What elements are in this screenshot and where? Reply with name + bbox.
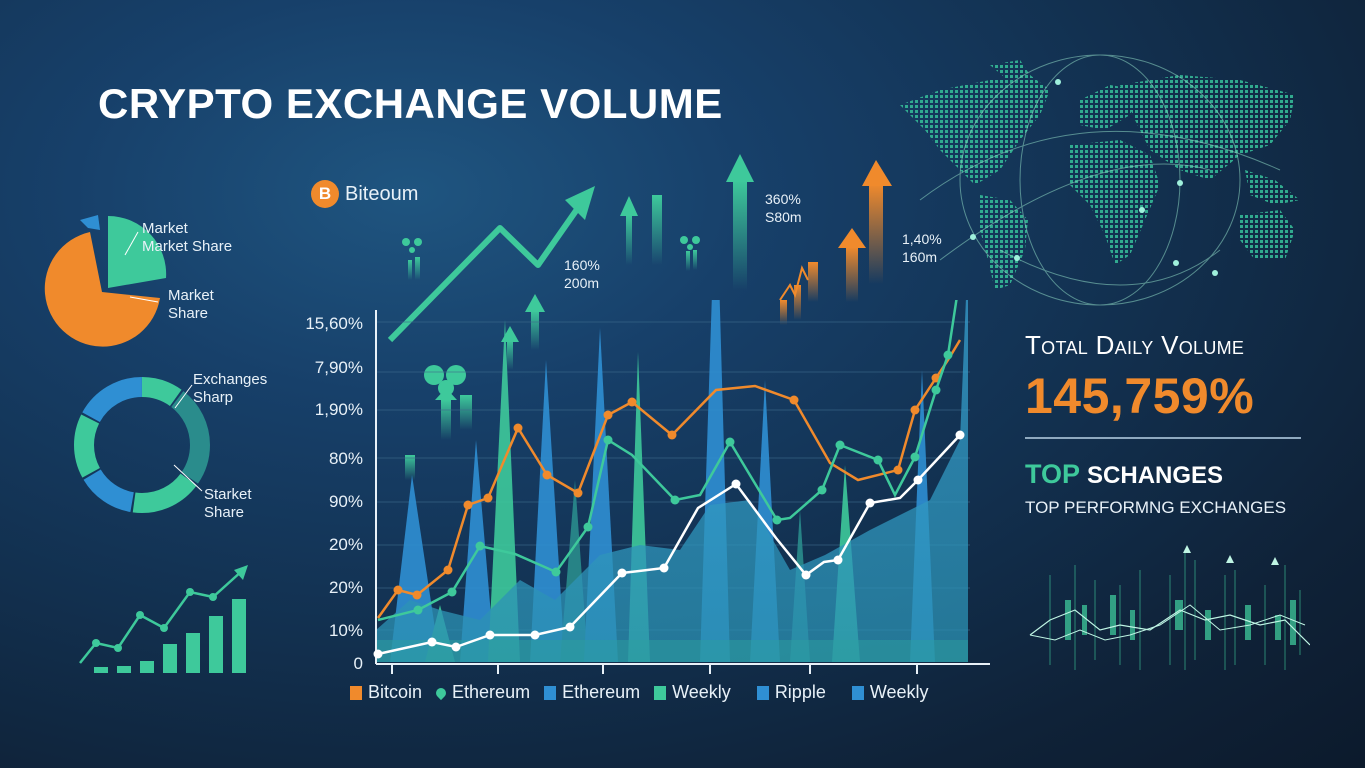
donut-label-1-line1: Exchanges (193, 371, 268, 388)
legend-swatch-icon (350, 685, 362, 700)
y-tick-0: 0 (353, 654, 363, 673)
page-title: CRYPTO EXCHANGE VOLUME (98, 80, 723, 127)
legend-label: Ethereum (452, 682, 531, 702)
y-tick-6: 1,90% (314, 400, 363, 419)
stats-panel: Total Daily Volume 145,759% TOP SCHANGES… (1025, 330, 1305, 518)
legend-item-weekly[interactable]: Weekly (654, 682, 731, 703)
y-tick-2: 20% (328, 578, 363, 597)
growth-mini-chart (79, 565, 248, 673)
legend-label: Weekly (869, 682, 929, 702)
pie-label-2-line1: Market (168, 287, 214, 304)
y-tick-8: 15,60% (305, 314, 363, 333)
total-daily-volume-value: 145,759% (1025, 368, 1255, 424)
bitcoin-icon: B (311, 180, 339, 208)
legend-swatch-icon (654, 685, 667, 700)
legend-label: Ripple (774, 682, 826, 702)
world-map-graphic (900, 54, 1300, 306)
brand-label: Biteoum (345, 182, 419, 205)
pie-label-1-line1: Market (142, 220, 188, 237)
legend-item-ethereum-2[interactable]: Ethereum (544, 682, 640, 703)
annotation-2-pct: 360% (765, 191, 801, 207)
legend-item-bitcoin[interactable]: Bitcoin (350, 682, 422, 703)
chart-legend: Bitcoin Ethereum Ethereum Weekly Ripple … (350, 682, 943, 703)
top-accent: TOP (1025, 459, 1080, 489)
main-volume-chart (373, 300, 990, 674)
pie-label-1-line2: Market Share (142, 238, 233, 255)
ripple-icon-3 (405, 365, 472, 480)
pie-label-1: Market Market Share (142, 220, 232, 256)
top-exchanges-title: TOP SCHANGES (1025, 459, 1305, 490)
top-exchanges-subtitle: TOP PERFORMNG EXCHANGES (1025, 498, 1287, 517)
top-rest: SCHANGES (1087, 462, 1224, 489)
annotation-3-vol: 160m (902, 249, 938, 265)
pie-label-2: Market Share (168, 287, 214, 323)
brand: B Biteoum (311, 180, 418, 208)
annotation-2: 360% S80m (765, 190, 802, 226)
trend-arrows-graphic (387, 154, 892, 480)
exchange-ticker-graphic (1029, 545, 1310, 670)
market-share-pie-chart (44, 215, 167, 347)
annotation-1-pct: 160% (564, 257, 600, 273)
annotation-2-vol: S80m (765, 209, 802, 225)
donut-label-2-line2: Share (204, 504, 245, 521)
legend-item-weekly-2[interactable]: Weekly (851, 682, 929, 703)
donut-label-2-line1: Starket (204, 486, 252, 503)
y-tick-1: 10% (328, 621, 363, 640)
annotation-1-vol: 200m (564, 275, 600, 291)
y-tick-5: 80% (328, 449, 363, 468)
legend-item-ethereum[interactable]: Ethereum (433, 682, 531, 703)
legend-label: Weekly (672, 682, 731, 702)
legend-swatch-icon (851, 685, 864, 700)
ripple-icon (402, 238, 422, 280)
total-daily-volume-title: Total Daily Volume (1025, 330, 1245, 360)
donut-label-1: Exchanges Sharp (193, 371, 267, 407)
exchanges-share-donut-chart (74, 377, 210, 513)
annotation-3-pct: 1,40% (902, 231, 942, 247)
annotation-3: 1,40% 160m (902, 230, 942, 266)
annotation-1: 160% 200m (564, 256, 600, 292)
pie-label-2-line2: Share (168, 305, 209, 322)
legend-label: Ethereum (562, 682, 641, 702)
legend-drop-icon (433, 685, 449, 700)
y-tick-4: 90% (328, 492, 363, 511)
growth-arrow-icon (234, 565, 248, 580)
legend-swatch-icon (544, 685, 557, 700)
y-tick-7: 7,90% (314, 358, 363, 377)
donut-label-1-line2: Sharp (193, 389, 234, 406)
legend-item-ripple[interactable]: Ripple (756, 682, 826, 703)
legend-swatch-icon (756, 685, 769, 700)
donut-label-2: Starket Share (204, 486, 252, 522)
y-tick-3: 20% (328, 535, 363, 554)
ripple-icon-2 (680, 236, 700, 271)
legend-label: Bitcoin (368, 682, 423, 702)
divider (1025, 437, 1301, 439)
